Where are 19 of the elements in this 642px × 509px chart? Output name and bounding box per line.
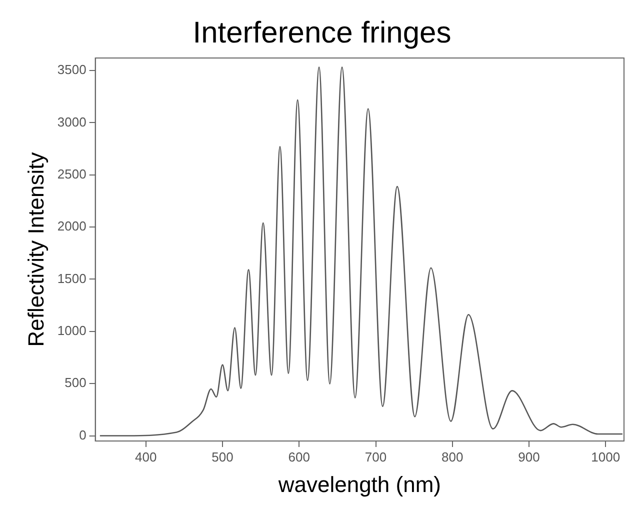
y-tick-label: 1500	[57, 270, 86, 286]
y-tick-label: 3500	[57, 62, 86, 78]
x-tick-label: 600	[288, 449, 310, 464]
line-series	[99, 66, 624, 436]
y-tick-label: 500	[64, 375, 86, 390]
y-tick-label: 2500	[57, 166, 86, 182]
y-tick-label: 1000	[57, 323, 86, 338]
x-tick-label: 1000	[591, 449, 620, 464]
y-tick-label: 0	[79, 427, 86, 442]
x-axis-title: wavelength (nm)	[277, 472, 441, 497]
x-tick-label: 400	[135, 449, 157, 464]
x-tick-label: 800	[442, 449, 464, 464]
x-tick-label: 900	[518, 449, 540, 464]
chart-title: Interference fringes	[192, 16, 452, 50]
y-tick-label: 3000	[57, 114, 86, 130]
x-tick-label: 700	[364, 449, 387, 464]
y-axis-title: Reflectivity Intensity	[23, 152, 48, 347]
y-tick-label: 2000	[57, 218, 86, 234]
x-tick-label: 500	[212, 449, 234, 464]
